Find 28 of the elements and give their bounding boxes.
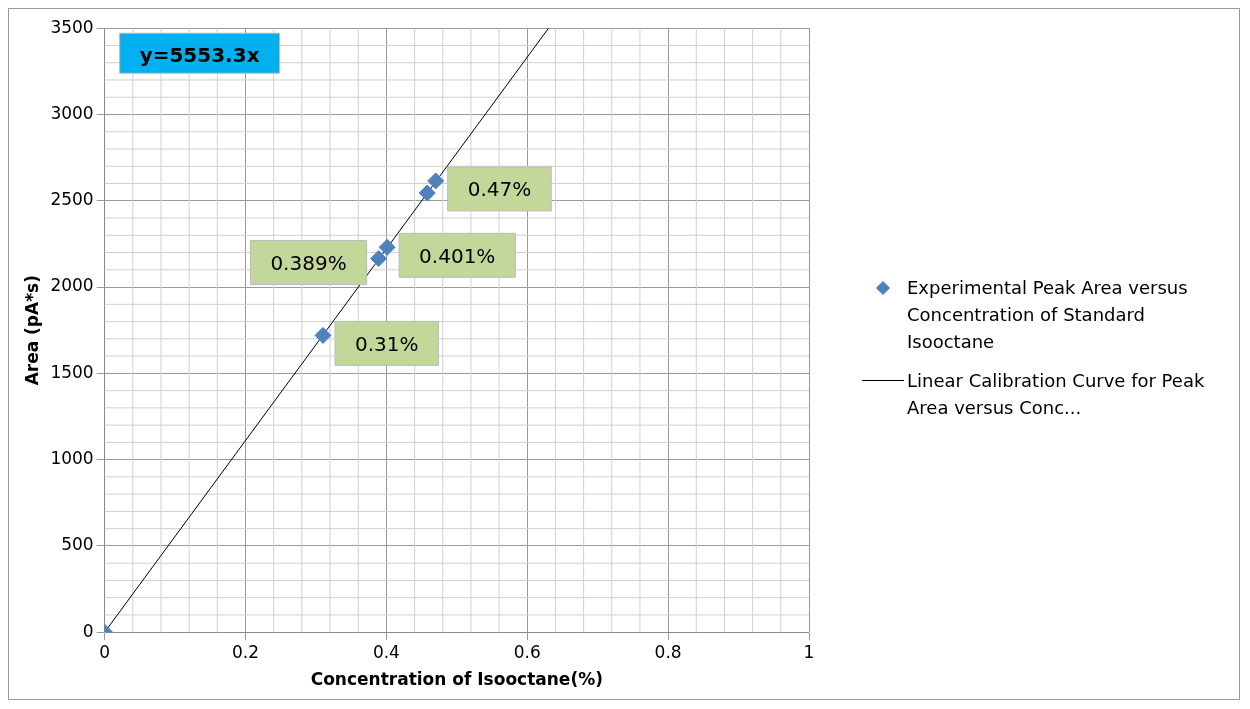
point: [314, 326, 332, 344]
annotation: 0.389%: [270, 250, 347, 275]
y-tick-label: 3000: [50, 102, 94, 123]
y-tick-label: 1500: [50, 361, 94, 382]
x-tick-label: 0.2: [232, 641, 260, 662]
point: [370, 250, 388, 268]
legend-label: Experimental Peak Area versus Concentration of Standard Isooctane: [907, 276, 1189, 354]
y-axis-title: Area (pA*s): [21, 275, 42, 386]
point: [427, 172, 445, 190]
x-axis-title: Concentration of Isooctane(%): [310, 669, 603, 690]
y-tick-label: 500: [61, 534, 94, 555]
x-tick-label: 0: [99, 641, 111, 662]
y-tick-label: 2000: [50, 275, 94, 296]
y-tick-label: 1000: [50, 448, 94, 469]
x-tick-label: 1: [803, 641, 815, 662]
legend-label: Linear Calibration Curve for Peak Area versus Conc...: [907, 369, 1206, 420]
annotation: y=5553.3x: [139, 43, 260, 68]
point: [378, 238, 396, 256]
annotation: 0.31%: [355, 331, 419, 356]
annotation: 0.47%: [467, 177, 532, 202]
x-tick-label: 0.4: [372, 641, 400, 662]
x-tick-label: 0.6: [513, 641, 541, 662]
y-tick-label: 3500: [50, 16, 94, 37]
point: [418, 184, 436, 202]
y-tick-label: 0: [82, 620, 94, 641]
y-tick-label: 2500: [50, 189, 94, 210]
annotation: 0.401%: [419, 243, 496, 268]
x-tick-label: 0.8: [654, 641, 682, 662]
